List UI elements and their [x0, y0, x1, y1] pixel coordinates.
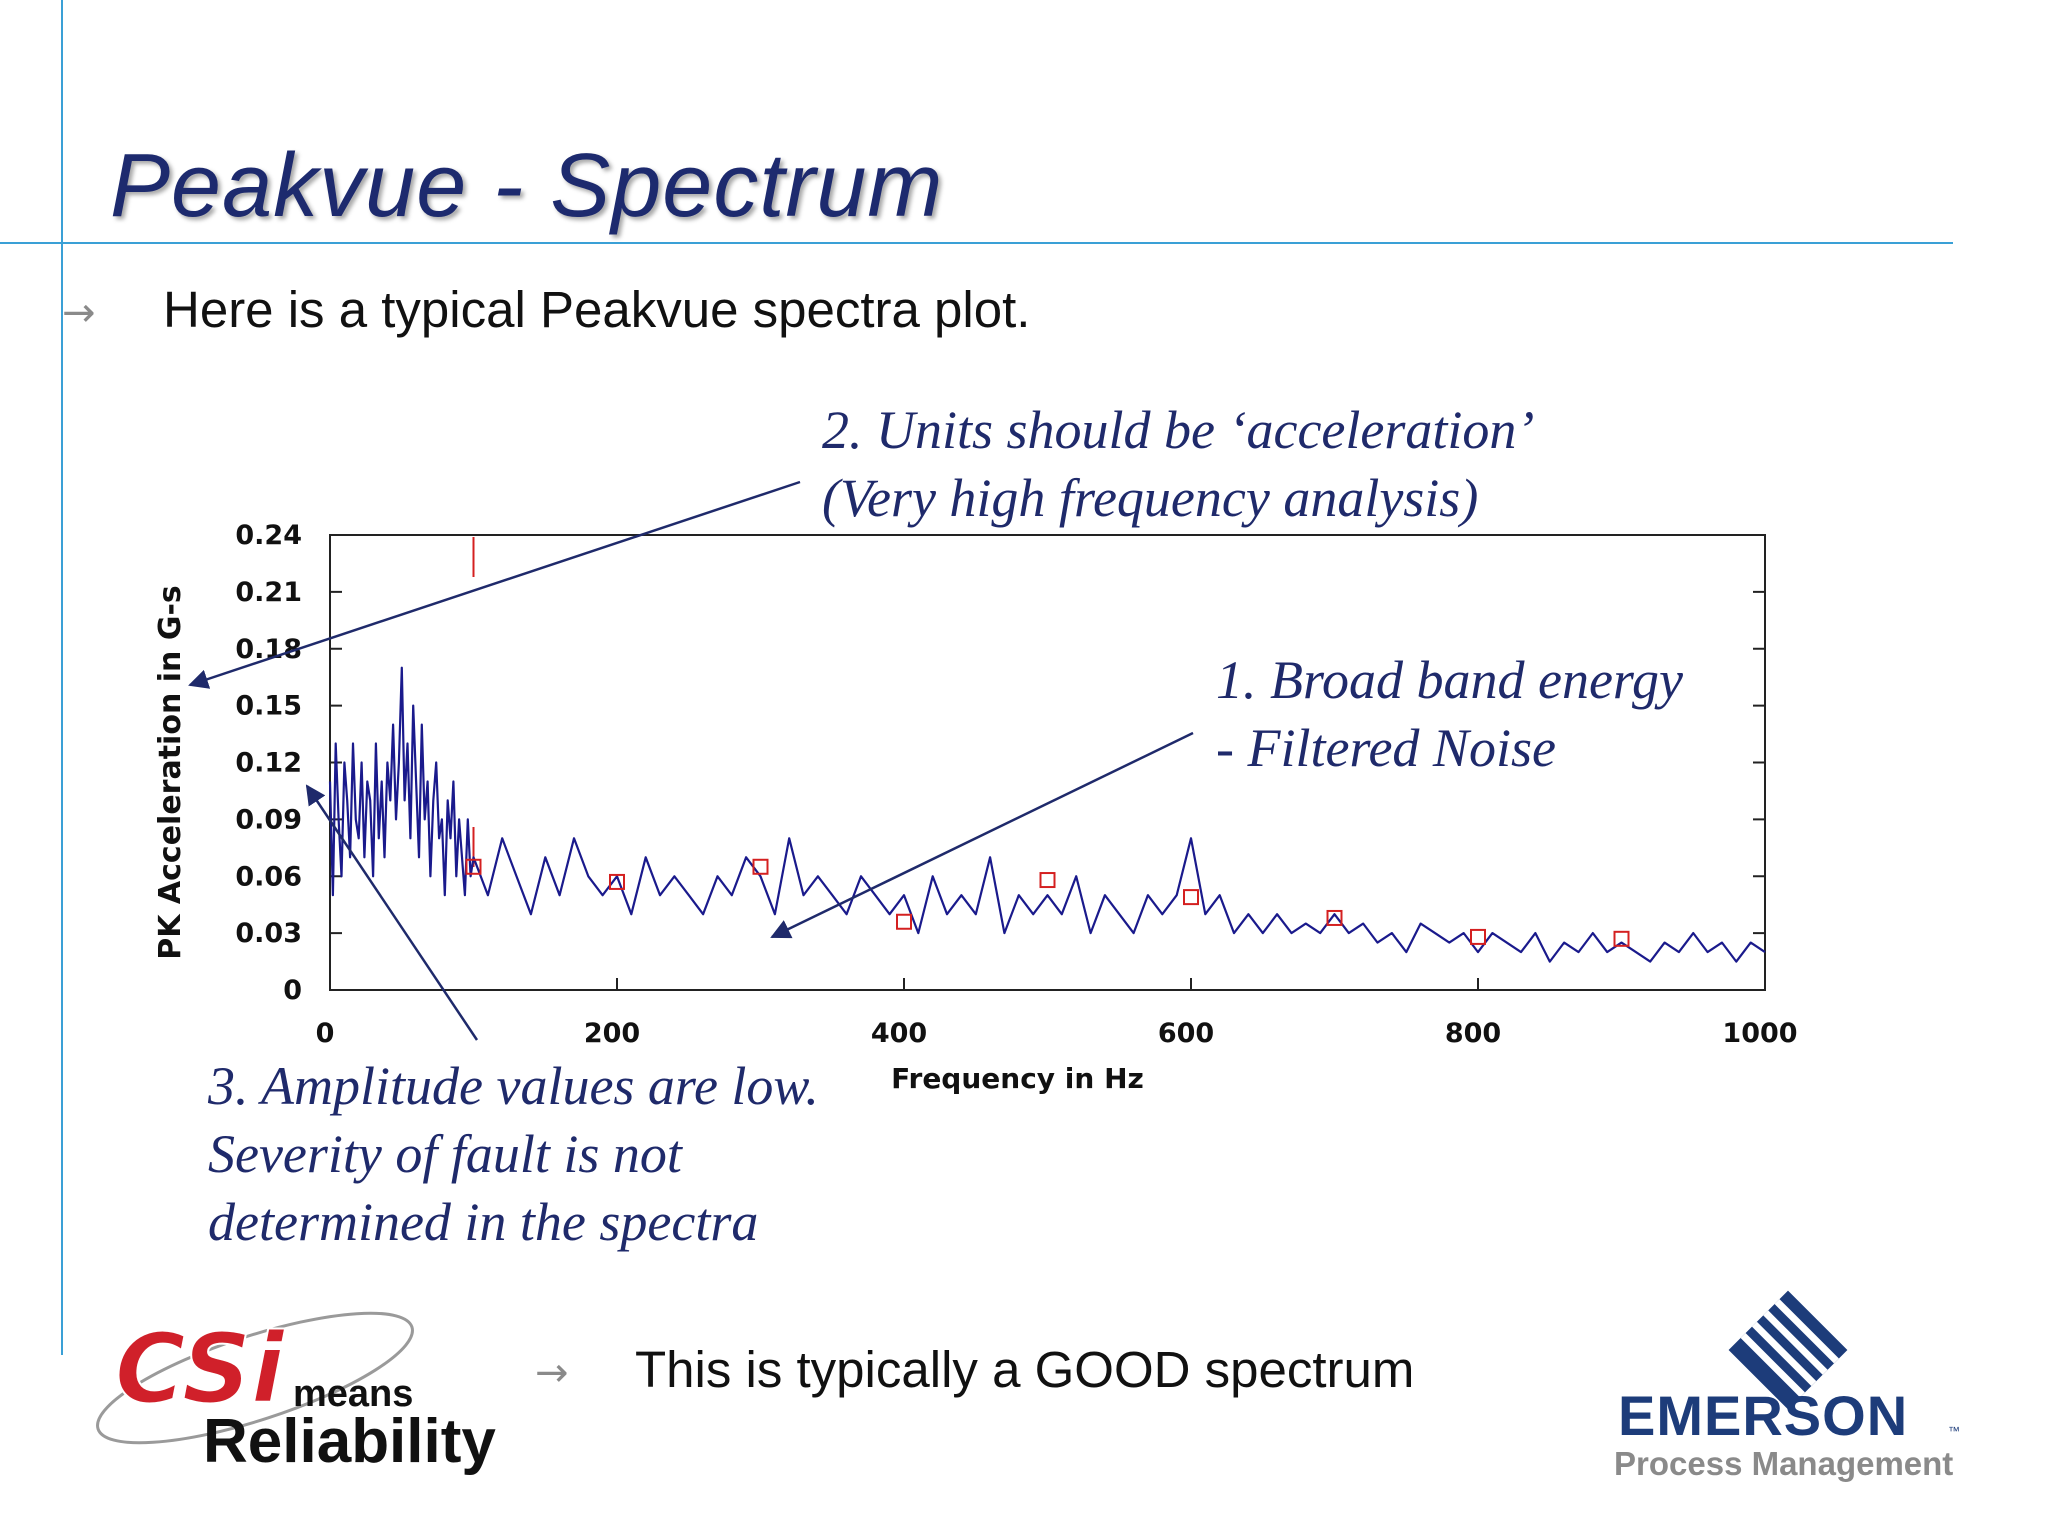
x-tick-label: 400 [871, 1018, 927, 1049]
y-tick-label: 0.21 [235, 577, 302, 608]
csi-logo-reliability: Reliability [203, 1407, 496, 1476]
y-tick-label: 0.09 [235, 804, 302, 835]
csi-logo-means: means [293, 1373, 413, 1415]
y-tick-label: 0.15 [235, 691, 302, 722]
y-tick-label: 0.06 [235, 861, 302, 892]
bullet-top-text: Here is a typical Peakvue spectra plot. [163, 281, 1031, 338]
y-tick-label: 0.24 [235, 520, 302, 551]
harmonic-marker [752, 858, 769, 875]
harmonic-marker [1183, 889, 1199, 906]
accent-horizontal-line [0, 242, 1953, 244]
emerson-wordmark: EMERSON [1618, 1384, 1908, 1447]
annotation-units-line1: 2. Units should be ‘acceleration’ [822, 400, 1535, 460]
x-tick-label: 200 [584, 1018, 640, 1049]
annotation-amplitude-line2: Severity of fault is not [208, 1124, 682, 1184]
harmonic-marker [1470, 928, 1486, 945]
harmonic-marker [1613, 930, 1630, 947]
accent-vertical-line [61, 0, 63, 1355]
annotation-broadband-line2: - Filtered Noise [1216, 718, 1556, 778]
arrow-amplitude [305, 784, 479, 1041]
emerson-logo: EMERSON ™ Process Management [1614, 1290, 1960, 1482]
y-tick-label: 0.12 [235, 748, 302, 779]
bullet-bottom-text: This is typically a GOOD spectrum [635, 1341, 1415, 1398]
harmonic-marker [1326, 909, 1343, 926]
x-tick-label: 800 [1445, 1018, 1501, 1049]
harmonic-marker [609, 873, 625, 890]
arrow-units [188, 480, 801, 689]
arrow-broadband [770, 731, 1194, 939]
annotation-units-line2: (Very high frequency analysis) [822, 468, 1479, 528]
x-tick-label: 1000 [1722, 1018, 1797, 1049]
annotation-amplitude-line3: determined in the spectra [208, 1192, 759, 1252]
y-axis-label: PK Acceleration in G-s [153, 585, 188, 960]
x-tick-label: 600 [1158, 1018, 1214, 1049]
csi-logo: CSi means Reliability [96, 1311, 496, 1476]
spectrum-series-line [328, 666, 1766, 963]
harmonic-marker [896, 913, 912, 930]
x-tick-label: 0 [316, 1018, 335, 1049]
harmonic-marker [1039, 872, 1056, 889]
annotation-amplitude-line1: 3. Amplitude values are low. [208, 1056, 819, 1116]
slide-title: Peakvue - Spectrum [110, 136, 944, 236]
bullet-arrow-icon: → [62, 290, 96, 336]
x-axis-label: Frequency in Hz [891, 1062, 1144, 1095]
y-tick-label: 0.03 [235, 918, 302, 949]
emerson-subtitle: Process Management [1614, 1445, 1953, 1482]
annotation-broadband-line1: 1. Broad band energy [1216, 650, 1683, 710]
csi-logo-text: CSi [115, 1313, 285, 1425]
emerson-tm: ™ [1948, 1424, 1960, 1438]
harmonic-marker [465, 858, 482, 875]
bullet-arrow-icon: → [535, 1350, 569, 1396]
y-tick-label: 0 [283, 975, 302, 1006]
